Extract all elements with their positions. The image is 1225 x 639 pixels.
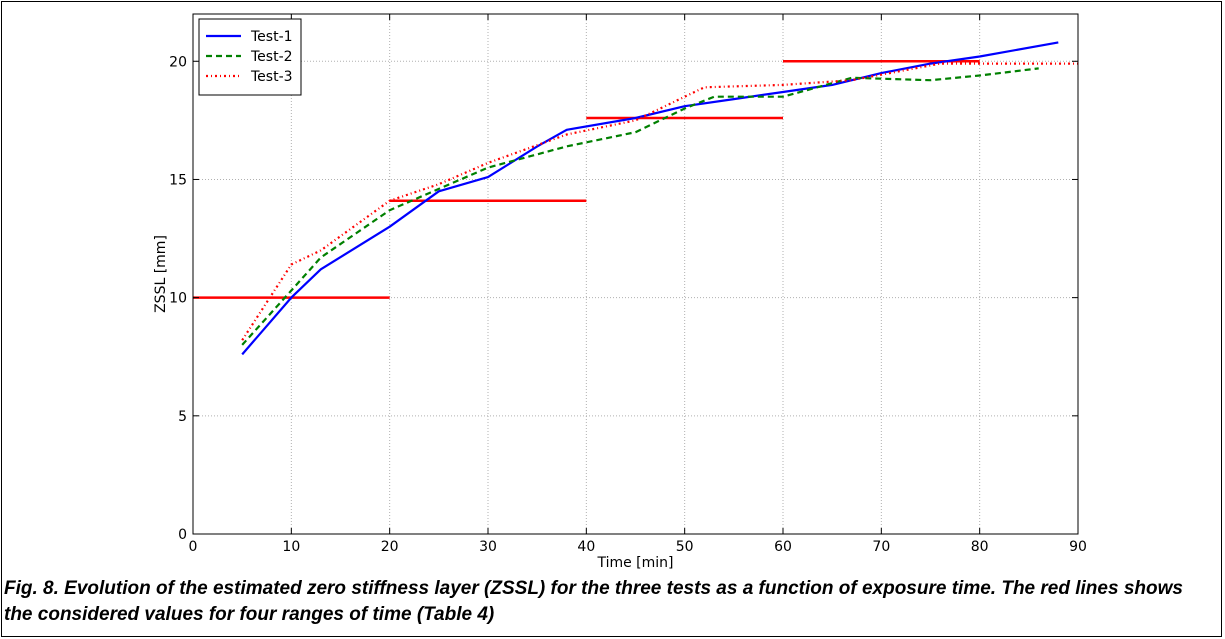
series-line-2 [241,67,1039,346]
x-tick-label: 50 [676,539,694,555]
zssl-line-chart: 0 10 20 30 40 50 60 70 80 90 0 5 10 15 20 Time [min] ZSS… [153,13,1087,571]
y-tick-label: 15 [169,172,187,188]
legend: Test-1 Test-2 Test-3 [198,18,302,96]
legend-label-2: Test-2 [250,49,293,65]
y-tick-label: 10 [169,291,187,307]
x-tick-label: 90 [1069,539,1087,555]
x-tick-label: 0 [189,539,198,555]
x-tick-label: 80 [971,539,989,555]
legend-label-1: Test-1 [250,29,293,45]
x-tick-label: 30 [479,539,497,555]
y-axis-label: ZSSL [mm] [153,235,169,313]
figure-caption: Fig. 8. Evolution of the estimated zero … [4,578,1183,625]
x-tick-label: 40 [577,539,595,555]
series-line-3 [241,62,1078,341]
series-line-1 [241,41,1059,356]
legend-label-3: Test-3 [250,69,293,85]
x-axis-label: Time [min] [596,555,673,571]
plot-frame [192,13,1079,535]
x-tick-label: 10 [282,539,300,555]
y-tick-label: 0 [178,527,187,543]
y-tick-label: 20 [169,54,187,70]
y-tick-label: 5 [178,409,187,425]
x-tick-label: 20 [381,539,399,555]
x-tick-label: 60 [774,539,792,555]
x-tick-label: 70 [872,539,890,555]
